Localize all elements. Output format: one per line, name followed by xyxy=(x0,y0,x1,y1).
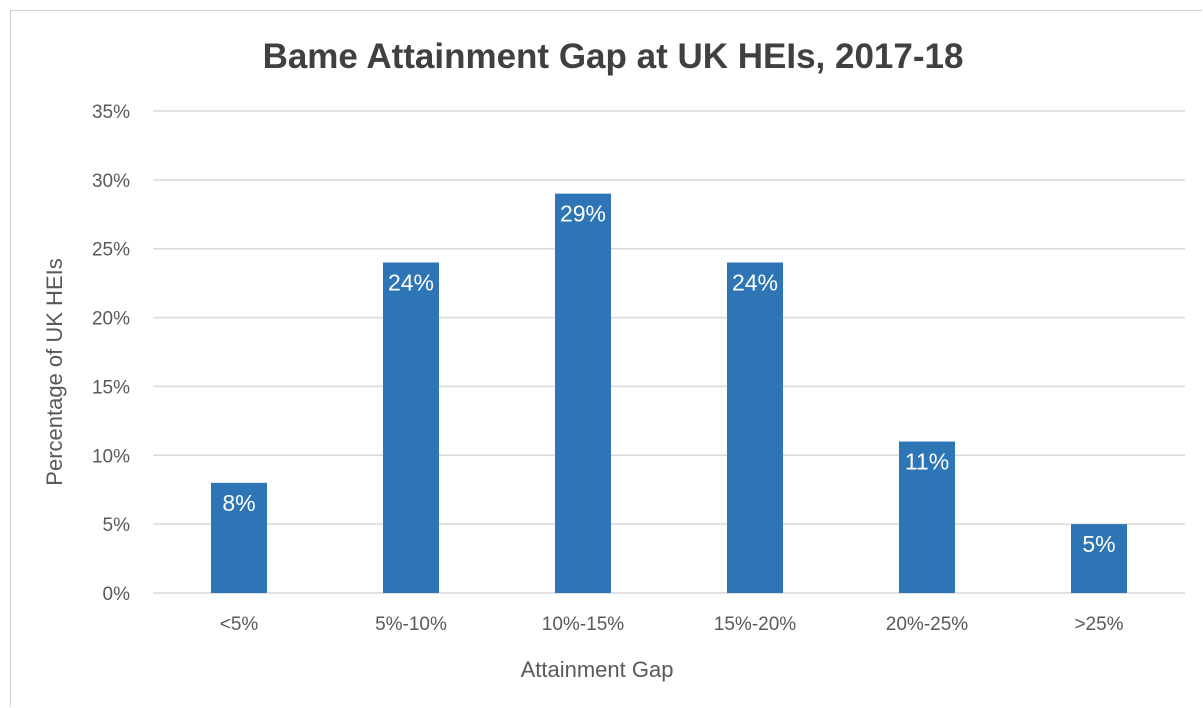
y-tick-label: 0% xyxy=(103,584,131,605)
x-tick-label: >25% xyxy=(1074,614,1123,635)
gridlines xyxy=(153,110,1185,594)
y-tick-label: 25% xyxy=(92,240,130,261)
chart-frame xyxy=(10,10,1202,707)
y-axis-ticks: 0% 5% 10% 15% 20% 25% 30% 35% xyxy=(92,102,130,605)
x-tick-label: 20%-25% xyxy=(886,614,968,635)
y-tick-label: 20% xyxy=(92,309,130,330)
x-axis-label: Attainment Gap xyxy=(521,657,674,682)
y-tick-label: 30% xyxy=(92,171,130,192)
bars: 8% 24% 29% 24% 11% 5% xyxy=(211,193,1127,593)
y-tick-label: 5% xyxy=(103,515,131,536)
chart-title: Bame Attainment Gap at UK HEIs, 2017-18 xyxy=(263,37,964,76)
y-tick-label: 35% xyxy=(92,102,130,123)
bar xyxy=(383,262,439,593)
y-axis-label: Percentage of UK HEIs xyxy=(42,258,67,485)
bar xyxy=(727,262,783,593)
bar-data-label: 29% xyxy=(560,201,606,227)
bar xyxy=(211,482,267,593)
bar-data-label: 24% xyxy=(388,269,434,295)
bar-data-label: 11% xyxy=(905,449,949,475)
x-tick-label: 15%-20% xyxy=(714,614,796,635)
bar xyxy=(899,441,955,593)
bar-data-label: 8% xyxy=(222,490,255,516)
x-tick-label: <5% xyxy=(220,614,259,635)
x-axis-ticks: <5% 5%-10% 10%-15% 15%-20% 20%-25% >25% xyxy=(220,614,1124,635)
y-tick-label: 10% xyxy=(92,446,130,467)
bar-data-label: 24% xyxy=(732,269,778,295)
y-tick-label: 15% xyxy=(92,377,130,398)
bar xyxy=(555,193,611,593)
x-tick-label: 10%-15% xyxy=(542,614,624,635)
bar-data-label: 5% xyxy=(1082,531,1115,557)
bar xyxy=(1071,524,1127,593)
x-tick-label: 5%-10% xyxy=(375,614,447,635)
